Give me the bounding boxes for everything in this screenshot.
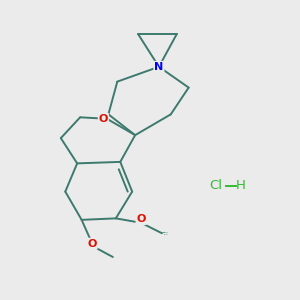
Text: O: O	[87, 238, 97, 249]
Text: methoxy: methoxy	[162, 232, 168, 233]
Text: methoxy: methoxy	[164, 232, 169, 233]
Text: N: N	[154, 62, 164, 72]
Text: Cl: Cl	[209, 179, 222, 192]
Text: OMe: OMe	[164, 232, 166, 233]
Text: O: O	[99, 114, 108, 124]
Text: H: H	[236, 179, 246, 192]
Text: methyl: methyl	[164, 233, 169, 235]
Text: O: O	[136, 214, 146, 224]
